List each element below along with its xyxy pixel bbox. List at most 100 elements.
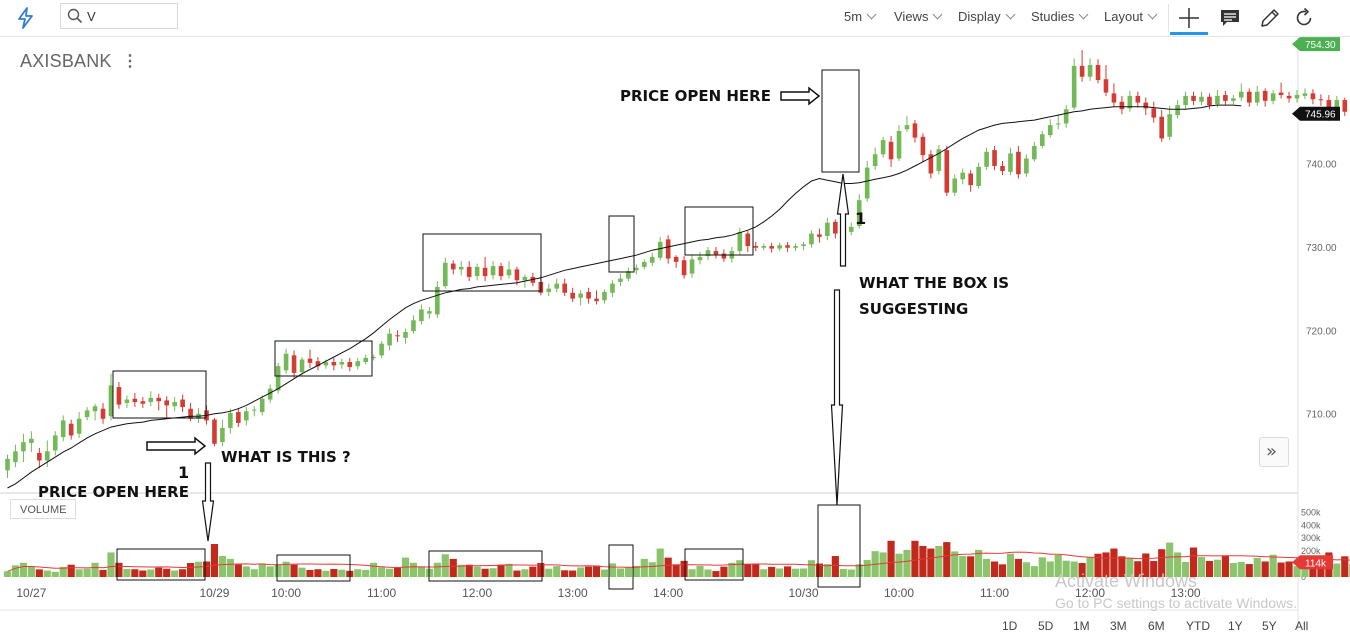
candle-body — [897, 131, 902, 159]
candle-body — [913, 123, 918, 137]
volume-bar — [115, 563, 122, 577]
volume-bar — [1047, 561, 1054, 577]
symbol-search[interactable] — [60, 3, 178, 29]
watermark-subtitle: Go to PC settings to activate Windows. — [1055, 595, 1297, 611]
volume-bar — [752, 564, 759, 577]
volume-bar — [840, 569, 847, 577]
candle-body — [1096, 65, 1101, 80]
watermark-title: Activate Windows — [1055, 571, 1197, 592]
chevron-down-icon — [1148, 10, 1158, 20]
volume-bar — [171, 571, 178, 577]
display-label: Display — [958, 9, 1001, 24]
candle-body — [340, 362, 345, 365]
volume-bar — [688, 569, 695, 577]
candle-body — [212, 420, 217, 444]
pencil-icon[interactable] — [1258, 6, 1282, 30]
candle-body — [825, 223, 830, 236]
display-menu[interactable]: Display — [958, 9, 1014, 24]
volume-bar — [195, 562, 202, 577]
candle-body — [1263, 91, 1268, 101]
arrow-to-volume-left — [203, 463, 214, 541]
candle-body — [355, 361, 360, 366]
volume-bar — [1039, 557, 1046, 577]
volume-bar — [521, 569, 528, 577]
volume-bar — [482, 569, 489, 577]
candle-body — [459, 267, 464, 270]
candle-body — [93, 406, 98, 411]
x-axis-label: 11:00 — [980, 586, 1009, 600]
candle-body — [1143, 103, 1148, 109]
candle-body — [714, 251, 719, 254]
annotation-box — [423, 234, 541, 291]
volume-bar — [625, 567, 632, 577]
candle-body — [1231, 98, 1236, 101]
search-input[interactable] — [87, 7, 173, 25]
candle-body — [1000, 166, 1005, 171]
candle-body — [523, 277, 528, 280]
volume-bar — [314, 569, 321, 577]
arrow-to-candle-right — [838, 174, 849, 266]
volume-bar — [792, 569, 799, 577]
candle-body — [1072, 66, 1077, 108]
volume-bar — [505, 564, 512, 577]
volume-bar — [999, 564, 1006, 577]
volume-bar — [84, 569, 91, 577]
volume-bar — [219, 556, 226, 577]
volume-bar — [4, 571, 11, 577]
volume-bar — [243, 566, 250, 577]
candle-body — [984, 152, 989, 167]
candle-body — [347, 362, 352, 367]
volume-bar — [935, 546, 942, 577]
candle-body — [1048, 125, 1053, 135]
lightning-bolt-icon[interactable] — [14, 6, 38, 30]
annotation-box — [685, 207, 753, 255]
volume-bar — [1333, 564, 1340, 577]
candle-body — [952, 178, 957, 192]
comment-icon[interactable] — [1218, 6, 1242, 30]
toolbar-divider — [1168, 4, 1169, 32]
volume-bar — [1214, 560, 1221, 577]
candle-body — [515, 269, 520, 280]
chevron-down-icon — [867, 10, 877, 20]
interval-dropdown[interactable]: 5m — [844, 9, 875, 24]
views-menu[interactable]: Views — [894, 9, 941, 24]
symbol-options-icon[interactable]: ⋮ — [122, 51, 138, 71]
volume-bar — [338, 570, 345, 577]
candle-body — [1342, 100, 1347, 112]
candle-body — [1223, 95, 1228, 101]
candle-body — [1167, 114, 1172, 137]
volume-bar — [760, 569, 767, 577]
candle-body — [308, 359, 313, 363]
annotation-what-is-this: WHAT IS THIS ? — [221, 448, 351, 466]
double-chevron-right-icon: » — [1266, 441, 1277, 462]
volume-bar — [1278, 563, 1285, 577]
candle-body — [379, 344, 384, 356]
volume-bar — [187, 563, 194, 577]
refresh-icon[interactable] — [1292, 6, 1316, 30]
x-axis-label: 10:00 — [884, 586, 914, 600]
volume-bar — [919, 546, 926, 577]
volume-bar — [848, 570, 855, 578]
candle-body — [499, 266, 504, 276]
price-chart[interactable]: 710.00720.00730.00740.00500k400k300k200k… — [0, 37, 1350, 631]
candle-body — [172, 402, 177, 406]
layout-menu[interactable]: Layout — [1104, 9, 1156, 24]
candle-body — [451, 264, 456, 270]
volume-bar — [704, 570, 711, 578]
volume-bar — [657, 549, 664, 577]
volume-study-label[interactable]: VOLUME — [10, 499, 76, 519]
crosshair-plus-icon[interactable] — [1177, 6, 1201, 30]
candle-body — [188, 409, 193, 419]
candle-body — [77, 419, 82, 434]
candle-body — [578, 294, 583, 298]
volume-bar — [131, 569, 138, 577]
volume-bar — [163, 569, 170, 577]
volume-tick-label: 400k — [1301, 520, 1321, 530]
expand-panel-button[interactable]: » — [1259, 437, 1289, 467]
studies-menu[interactable]: Studies — [1031, 9, 1087, 24]
annotation-price-open-right: PRICE OPEN HERE — [620, 87, 771, 105]
top-toolbar: 5m Views Display Studies Layout — [0, 0, 1350, 37]
candle-body — [658, 242, 663, 258]
candle-body — [785, 245, 790, 248]
candle-body — [1112, 93, 1117, 102]
